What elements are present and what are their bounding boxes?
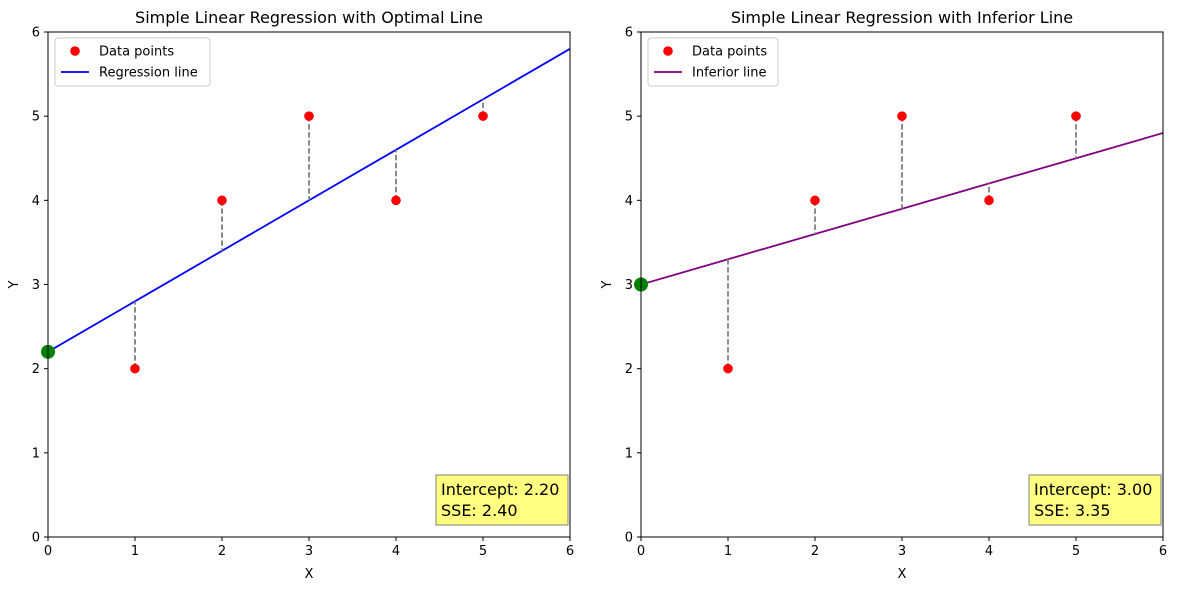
x-tick-label: 3 xyxy=(305,544,313,559)
chart-panel-1: Simple Linear Regression with Optimal Li… xyxy=(7,8,574,582)
legend: Data points Inferior line xyxy=(647,37,779,87)
data-point xyxy=(723,363,733,374)
y-tick-label: 5 xyxy=(32,110,40,125)
data-point xyxy=(391,195,401,206)
legend-marker xyxy=(663,46,673,56)
x-tick-label: 4 xyxy=(985,544,993,559)
intercept-annotation: Intercept: 3.00 xyxy=(1034,480,1152,499)
data-point xyxy=(130,363,140,374)
x-tick-label: 1 xyxy=(724,544,732,559)
x-tick-label: 5 xyxy=(1072,544,1080,559)
y-tick-label: 6 xyxy=(32,26,40,41)
x-tick-label: 4 xyxy=(392,544,400,559)
data-point xyxy=(810,195,820,206)
y-tick-label: 0 xyxy=(625,531,633,546)
x-tick-label: 6 xyxy=(1159,544,1167,559)
chart-title: Simple Linear Regression with Inferior L… xyxy=(731,8,1073,27)
y-tick-label: 2 xyxy=(32,362,40,377)
x-tick-label: 3 xyxy=(898,544,906,559)
x-axis-label: X xyxy=(305,567,314,582)
data-point xyxy=(304,111,314,121)
plot-area xyxy=(641,111,1163,374)
x-tick-label: 0 xyxy=(44,544,52,559)
legend-box xyxy=(647,37,779,87)
x-tick-label: 2 xyxy=(811,544,819,559)
sse-annotation: SSE: 3.35 xyxy=(1034,501,1111,520)
y-tick-label: 4 xyxy=(625,194,633,209)
y-tick-label: 3 xyxy=(32,278,40,293)
chart-title: Simple Linear Regression with Optimal Li… xyxy=(135,8,483,27)
y-tick-label: 0 xyxy=(32,531,40,546)
sse-annotation: SSE: 2.40 xyxy=(441,501,518,520)
x-tick-label: 1 xyxy=(131,544,139,559)
x-tick-label: 2 xyxy=(218,544,226,559)
y-tick-label: 6 xyxy=(625,26,633,41)
y-tick-label: 1 xyxy=(625,446,633,461)
legend: Data points Regression line xyxy=(54,37,211,87)
legend-label: Data points xyxy=(99,45,174,60)
x-axis-label: X xyxy=(898,567,907,582)
annotation-background xyxy=(435,474,569,526)
axes-frame xyxy=(640,31,1164,538)
y-tick-label: 3 xyxy=(625,278,633,293)
y-tick-label: 1 xyxy=(32,446,40,461)
y-tick-label: 2 xyxy=(625,362,633,377)
legend-label: Regression line xyxy=(99,66,198,81)
legend-marker xyxy=(70,46,80,56)
data-point xyxy=(897,111,907,121)
legend-box xyxy=(54,37,211,87)
y-tick-label: 4 xyxy=(32,194,40,209)
axes-frame xyxy=(47,31,571,538)
annotation-box: Intercept: 3.00 SSE: 3.35 xyxy=(1028,474,1162,526)
legend-label: Inferior line xyxy=(692,66,767,81)
x-tick-label: 6 xyxy=(566,544,574,559)
data-point xyxy=(217,195,227,206)
data-point xyxy=(1071,111,1081,121)
chart-panel-2: Simple Linear Regression with Inferior L… xyxy=(600,8,1167,582)
x-tick-label: 0 xyxy=(637,544,645,559)
data-point xyxy=(984,195,994,206)
plot-area xyxy=(48,48,570,374)
y-tick-label: 5 xyxy=(625,110,633,125)
y-axis-label: Y xyxy=(600,280,615,289)
legend-label: Data points xyxy=(692,45,767,60)
intercept-annotation: Intercept: 2.20 xyxy=(441,480,559,499)
annotation-box: Intercept: 2.20 SSE: 2.40 xyxy=(435,474,569,526)
annotation-background xyxy=(1028,474,1162,526)
x-tick-label: 5 xyxy=(479,544,487,559)
data-point xyxy=(478,111,488,121)
y-axis-label: Y xyxy=(7,280,22,289)
